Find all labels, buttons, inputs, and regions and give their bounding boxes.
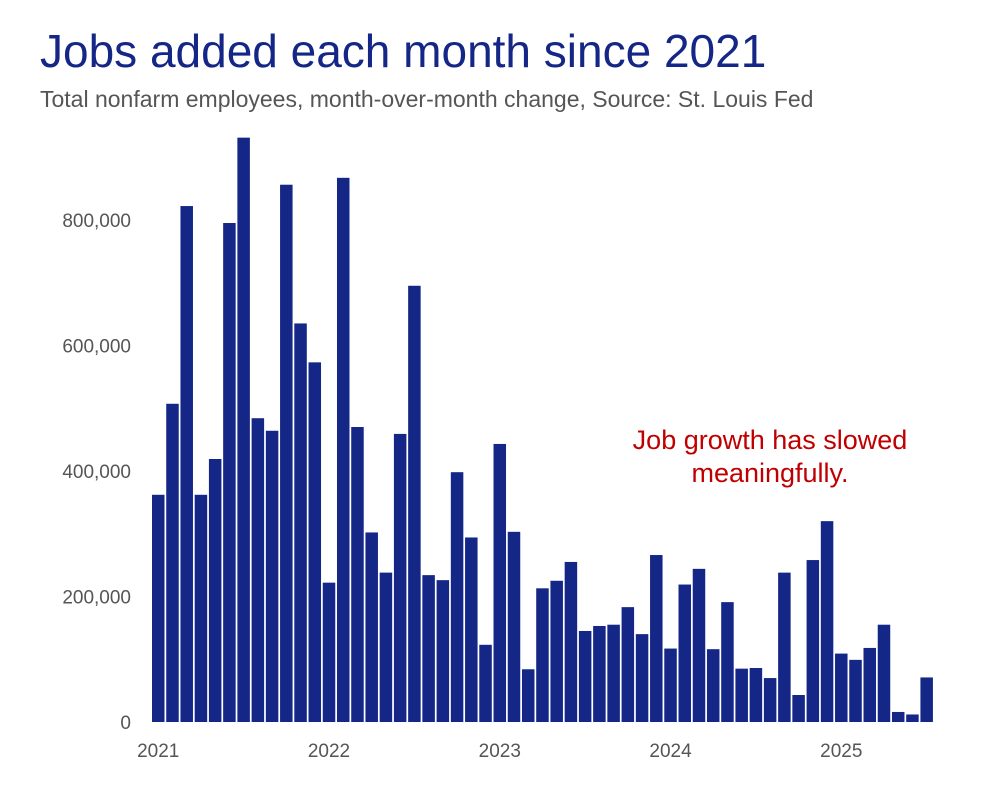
x-tick-label: 2024: [649, 741, 692, 762]
y-tick-label: 800,000: [62, 211, 131, 232]
bar-2024-05: [721, 602, 734, 722]
bar-2023-02: [507, 531, 521, 722]
bar-2023-10: [621, 607, 635, 722]
bar-2021-09: [265, 430, 279, 722]
bar-2023-11: [635, 634, 649, 722]
bar-2023-08: [593, 625, 606, 722]
bar-2023-04: [536, 588, 549, 722]
bar-2025-07: [920, 677, 933, 722]
bar-2022-09: [436, 580, 450, 722]
bar-2022-05: [379, 572, 393, 722]
bar-2022-04: [365, 532, 378, 722]
y-tick-label: 400,000: [62, 462, 131, 483]
x-axis-ticks: 2021 2022 2023 2024 2025: [137, 741, 862, 762]
chart-subtitle: Total nonfarm employees, month-over-mont…: [40, 86, 814, 112]
bar-2023-01: [493, 443, 507, 722]
bar-2021-10: [280, 184, 293, 723]
bar-2023-09: [607, 624, 620, 722]
bar-2024-12: [820, 521, 834, 722]
bar-2024-11: [806, 560, 820, 722]
bar-2021-03: [180, 206, 193, 722]
bar-2021-12: [308, 362, 322, 722]
chart-title: Jobs added each month since 2021: [40, 25, 767, 77]
x-tick-label: 2022: [308, 741, 350, 762]
bar-2025-02: [849, 659, 862, 722]
bar-2023-05: [550, 580, 563, 722]
bar-2022-02: [336, 177, 350, 722]
bar-2022-06: [393, 433, 407, 722]
bar-2024-07: [749, 668, 763, 722]
bar-2021-08: [251, 418, 265, 722]
bar-2024-08: [763, 678, 777, 722]
x-tick-label: 2021: [137, 741, 179, 762]
y-axis-ticks: 0 200,000 400,000 600,000 800,000: [62, 211, 131, 734]
bar-2025-01: [835, 653, 848, 722]
bar-2025-06: [906, 714, 919, 722]
bar-2022-01: [322, 582, 336, 722]
bar-2025-05: [891, 711, 905, 722]
annotation-line-2: meaningfully.: [691, 458, 848, 488]
bar-2021-02: [166, 403, 179, 722]
bar-2021-11: [294, 323, 307, 722]
bar-2024-01: [664, 648, 677, 722]
bar-2023-06: [564, 561, 578, 722]
bar-2022-11: [465, 537, 478, 722]
bar-2022-10: [450, 472, 464, 722]
x-tick-label: 2025: [820, 741, 862, 762]
y-tick-label: 600,000: [62, 336, 131, 357]
bar-2023-07: [578, 630, 592, 722]
y-tick-label: 200,000: [62, 587, 131, 608]
bar-2021-01: [152, 494, 165, 722]
x-tick-label: 2023: [479, 741, 521, 762]
bar-2025-04: [877, 624, 891, 722]
bar-2023-12: [650, 555, 663, 722]
bar-2024-06: [735, 668, 748, 722]
bar-2024-04: [706, 649, 720, 722]
bar-2022-03: [351, 427, 364, 722]
bar-2024-09: [778, 572, 791, 722]
bar-2021-07: [237, 137, 250, 722]
annotation-line-1: Job growth has slowed: [633, 425, 908, 455]
bars-group: [152, 137, 933, 723]
bar-2021-04: [194, 494, 208, 722]
bar-2022-12: [479, 644, 492, 722]
bar-2021-05: [208, 459, 222, 722]
bar-2025-03: [863, 647, 876, 722]
bar-2021-06: [223, 223, 236, 722]
bar-2024-03: [692, 568, 706, 722]
bar-2024-02: [678, 584, 692, 722]
bar-2024-10: [792, 695, 805, 722]
bar-2022-07: [408, 285, 421, 722]
bar-2022-08: [422, 575, 435, 722]
y-tick-label: 0: [120, 713, 131, 734]
bar-2023-03: [521, 669, 535, 722]
